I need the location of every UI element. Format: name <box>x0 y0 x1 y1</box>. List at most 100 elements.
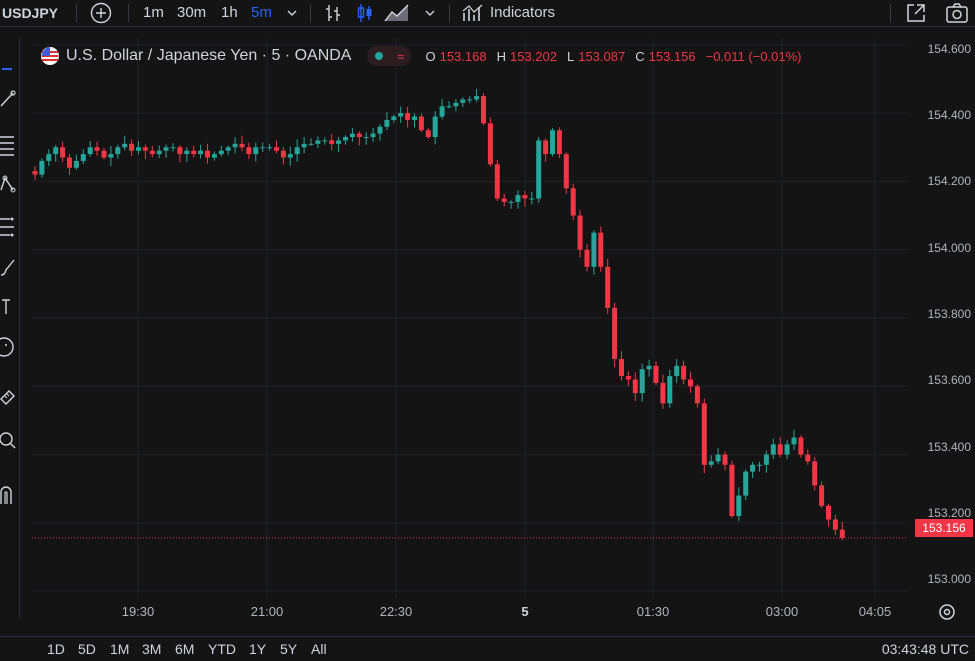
indicators-icon[interactable] <box>460 0 486 26</box>
candle-body <box>681 365 687 380</box>
candle-body <box>474 96 480 100</box>
range-1d-button[interactable]: 1D <box>47 641 65 657</box>
interval-1m-button[interactable]: 1m <box>143 4 164 21</box>
trend-line-icon[interactable] <box>0 88 18 110</box>
candlestick-chart[interactable] <box>32 38 908 598</box>
chart-settings-icon[interactable] <box>938 603 956 621</box>
candle-body <box>211 154 217 158</box>
interval-1h-button[interactable]: 1h <box>221 4 238 21</box>
interval-5m-button[interactable]: 5m <box>251 4 272 21</box>
candle-body <box>522 195 528 199</box>
brush-icon[interactable] <box>0 256 18 278</box>
range-5d-button[interactable]: 5D <box>78 641 96 657</box>
bar-chart-type-icon[interactable] <box>320 0 346 26</box>
candle-body <box>612 307 618 359</box>
range-ytd-button[interactable]: YTD <box>208 641 236 657</box>
range-1y-button[interactable]: 1Y <box>249 641 267 657</box>
candle-body <box>363 137 369 139</box>
time-tick: 22:30 <box>379 604 413 619</box>
toolbar-divider <box>76 4 77 22</box>
price-tick: 154.600 <box>927 42 971 56</box>
price-axis[interactable]: 154.600 154.400 154.200 154.000 153.800 … <box>908 38 975 598</box>
candle-body <box>253 147 259 155</box>
candle-body <box>136 147 141 151</box>
area-chart-type-icon[interactable] <box>384 0 410 26</box>
symbol-search-button[interactable]: USDJPY <box>2 5 59 21</box>
utc-clock[interactable]: 03:43:48 UTC <box>881 641 969 657</box>
candles-chart-type-icon[interactable] <box>352 0 378 26</box>
range-1m-button[interactable]: 1M <box>110 641 130 657</box>
candle-body <box>115 147 121 155</box>
candle-body <box>556 130 562 155</box>
candle-body <box>584 249 590 267</box>
candle-body <box>329 140 335 144</box>
candle-body <box>515 195 521 202</box>
candle-body <box>743 471 749 496</box>
price-tick: 154.200 <box>927 174 971 188</box>
indicators-button[interactable]: Indicators <box>490 4 556 21</box>
high-value: 153.202 <box>509 48 557 64</box>
toolbar-divider <box>890 4 891 22</box>
candle-body <box>839 529 845 538</box>
candle-body <box>791 437 797 445</box>
candle-body <box>170 147 176 149</box>
candle-body <box>729 464 735 517</box>
wave-icon: ≈ <box>397 48 405 64</box>
candle-body <box>101 150 107 158</box>
candle-body <box>591 232 597 267</box>
candle-body <box>467 99 473 101</box>
candle-body <box>405 113 411 120</box>
candle-body <box>239 143 245 148</box>
toolbar-divider <box>128 4 129 22</box>
fib-retracement-icon[interactable] <box>0 134 18 156</box>
forecast-tool-icon[interactable] <box>0 216 18 238</box>
candle-body <box>294 147 300 155</box>
compare-add-icon[interactable] <box>88 0 114 26</box>
time-axis[interactable]: 19:30 21:00 22:30 5 01:30 03:00 04:05 <box>32 598 908 626</box>
camera-icon[interactable] <box>944 0 970 26</box>
candle-body <box>598 232 604 267</box>
symbol-title[interactable]: U.S. Dollar / Japanese Yen · 5 · OANDA <box>66 47 352 64</box>
candle-body <box>177 147 183 155</box>
cursor-crosshair-icon[interactable] <box>0 52 18 74</box>
pattern-tool-icon[interactable] <box>0 172 18 194</box>
range-5y-button[interactable]: 5Y <box>280 641 298 657</box>
candle-body <box>349 133 355 138</box>
fullscreen-icon[interactable] <box>903 0 929 26</box>
candle-body <box>563 154 569 189</box>
candle-body <box>832 519 838 530</box>
candle-body <box>412 116 417 120</box>
candle-body <box>763 454 769 465</box>
chevron-down-icon[interactable] <box>417 0 443 26</box>
range-6m-button[interactable]: 6M <box>175 641 195 657</box>
candle-body <box>660 382 666 404</box>
candle-body <box>73 160 79 168</box>
text-tool-icon[interactable] <box>0 296 18 318</box>
toolbar-divider <box>310 4 311 22</box>
candle-body <box>108 154 114 158</box>
interval-30m-button[interactable]: 30m <box>177 4 207 21</box>
candle-body <box>198 150 204 155</box>
chevron-down-icon[interactable] <box>279 0 305 26</box>
range-all-button[interactable]: All <box>311 641 327 657</box>
price-tick: 154.400 <box>927 108 971 122</box>
candle-body <box>619 358 624 377</box>
candle-body <box>536 140 542 199</box>
candle-body <box>280 150 286 158</box>
magnet-icon[interactable] <box>0 484 18 506</box>
range-3m-button[interactable]: 3M <box>142 641 162 657</box>
candle-body <box>798 437 804 455</box>
time-tick: 01:30 <box>636 604 670 619</box>
candle-body <box>708 461 714 465</box>
market-status-badge[interactable]: ≈ <box>367 46 412 66</box>
zoom-in-icon[interactable] <box>0 430 18 452</box>
candle-body <box>715 454 721 462</box>
candle-body <box>301 143 307 148</box>
candle-body <box>577 215 583 250</box>
candle-body <box>46 154 52 161</box>
candle-body <box>384 119 390 127</box>
ruler-icon[interactable] <box>0 386 18 408</box>
candle-body <box>142 147 148 151</box>
emoji-icon[interactable] <box>0 336 18 358</box>
candle-body <box>156 150 162 155</box>
